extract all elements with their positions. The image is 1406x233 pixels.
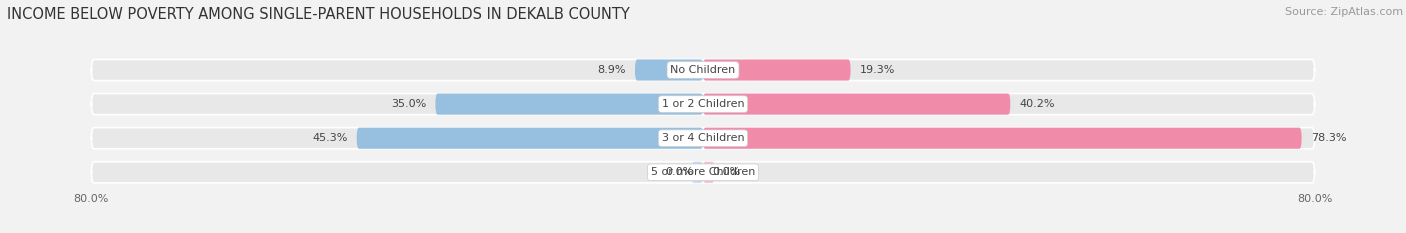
FancyBboxPatch shape (703, 128, 1302, 149)
FancyBboxPatch shape (91, 93, 1315, 115)
FancyBboxPatch shape (91, 128, 1315, 149)
Text: 19.3%: 19.3% (859, 65, 896, 75)
Text: 0.0%: 0.0% (713, 167, 741, 177)
Text: 35.0%: 35.0% (391, 99, 426, 109)
Text: 0.0%: 0.0% (665, 167, 693, 177)
FancyBboxPatch shape (91, 162, 1315, 183)
Text: 1 or 2 Children: 1 or 2 Children (662, 99, 744, 109)
FancyBboxPatch shape (703, 59, 851, 81)
Text: 8.9%: 8.9% (598, 65, 626, 75)
Text: No Children: No Children (671, 65, 735, 75)
Text: 3 or 4 Children: 3 or 4 Children (662, 133, 744, 143)
FancyBboxPatch shape (357, 128, 703, 149)
FancyBboxPatch shape (703, 162, 714, 183)
Text: 45.3%: 45.3% (312, 133, 347, 143)
Text: INCOME BELOW POVERTY AMONG SINGLE-PARENT HOUSEHOLDS IN DEKALB COUNTY: INCOME BELOW POVERTY AMONG SINGLE-PARENT… (7, 7, 630, 22)
Text: 78.3%: 78.3% (1310, 133, 1347, 143)
FancyBboxPatch shape (91, 59, 1315, 81)
Text: Source: ZipAtlas.com: Source: ZipAtlas.com (1285, 7, 1403, 17)
FancyBboxPatch shape (636, 59, 703, 81)
FancyBboxPatch shape (703, 93, 1011, 115)
FancyBboxPatch shape (692, 162, 703, 183)
FancyBboxPatch shape (436, 93, 703, 115)
Text: 40.2%: 40.2% (1019, 99, 1054, 109)
Text: 5 or more Children: 5 or more Children (651, 167, 755, 177)
